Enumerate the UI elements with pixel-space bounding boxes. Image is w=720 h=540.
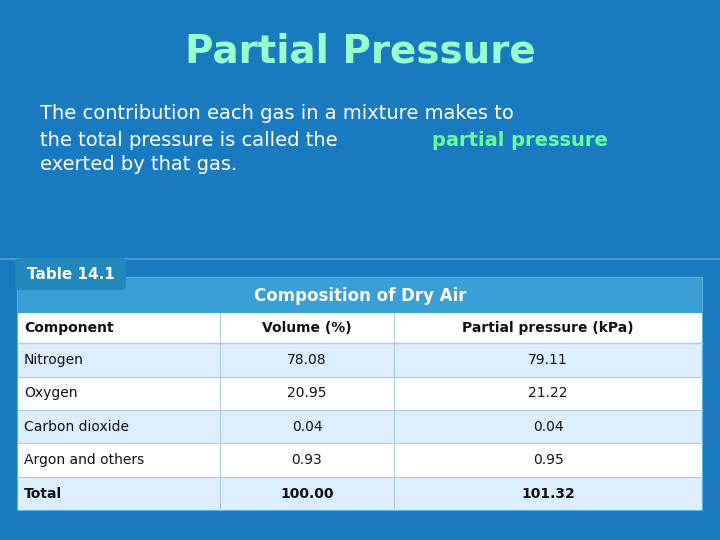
Text: exerted by that gas.: exerted by that gas. xyxy=(40,155,237,174)
Text: Table 14.1: Table 14.1 xyxy=(27,267,114,282)
FancyBboxPatch shape xyxy=(18,278,702,510)
FancyBboxPatch shape xyxy=(18,343,702,376)
Text: 101.32: 101.32 xyxy=(521,487,575,501)
Text: Nitrogen: Nitrogen xyxy=(24,353,84,367)
Text: Partial pressure (kPa): Partial pressure (kPa) xyxy=(462,321,634,335)
Text: The contribution each gas in a mixture makes to: The contribution each gas in a mixture m… xyxy=(40,104,513,123)
FancyBboxPatch shape xyxy=(18,477,702,510)
Text: 0.04: 0.04 xyxy=(533,420,564,434)
Text: Volume (%): Volume (%) xyxy=(262,321,352,335)
Text: Total: Total xyxy=(24,487,62,501)
FancyBboxPatch shape xyxy=(15,258,126,290)
FancyBboxPatch shape xyxy=(0,510,720,540)
Text: 0.95: 0.95 xyxy=(533,453,564,467)
Text: Carbon dioxide: Carbon dioxide xyxy=(24,420,129,434)
FancyBboxPatch shape xyxy=(18,278,702,313)
Text: Argon and others: Argon and others xyxy=(24,453,144,467)
Text: 21.22: 21.22 xyxy=(528,386,568,400)
Text: Oxygen: Oxygen xyxy=(24,386,78,400)
FancyBboxPatch shape xyxy=(18,410,702,443)
Text: 100.00: 100.00 xyxy=(280,487,334,501)
Text: 20.95: 20.95 xyxy=(287,386,327,400)
Text: Component: Component xyxy=(24,321,114,335)
Text: Composition of Dry Air: Composition of Dry Air xyxy=(253,287,467,305)
Text: 0.04: 0.04 xyxy=(292,420,323,434)
Text: 79.11: 79.11 xyxy=(528,353,568,367)
FancyBboxPatch shape xyxy=(18,443,702,477)
FancyBboxPatch shape xyxy=(18,376,702,410)
Text: partial pressure: partial pressure xyxy=(432,131,608,150)
Text: 0.93: 0.93 xyxy=(292,453,323,467)
Text: Partial Pressure: Partial Pressure xyxy=(184,32,536,70)
Text: the total pressure is called the: the total pressure is called the xyxy=(40,131,343,150)
Text: 78.08: 78.08 xyxy=(287,353,327,367)
FancyBboxPatch shape xyxy=(18,313,702,343)
